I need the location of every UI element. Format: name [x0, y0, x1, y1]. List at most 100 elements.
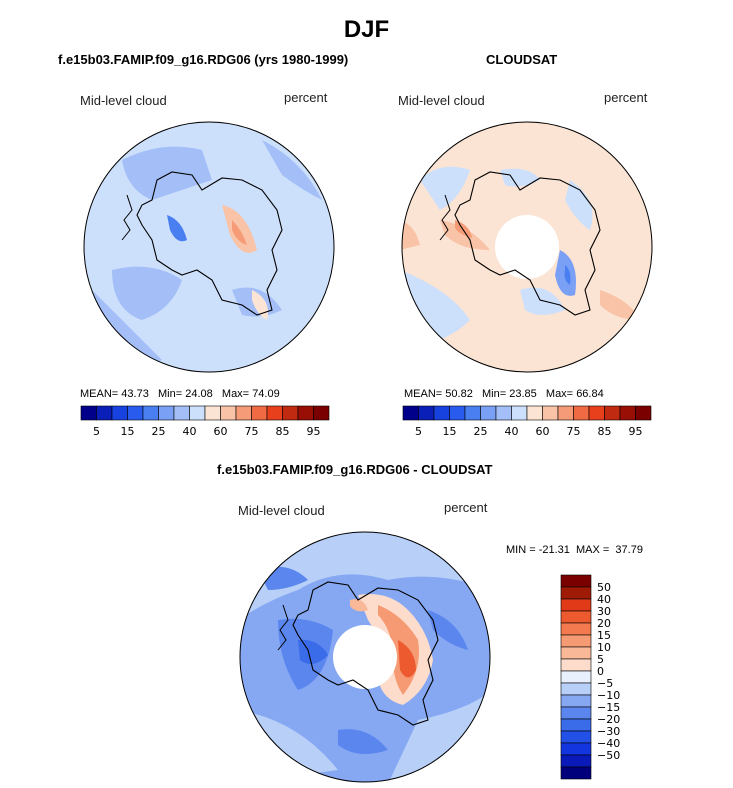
- panel1-map-border: [83, 121, 335, 373]
- colorbar-tick-label: 30: [597, 605, 611, 618]
- antarctica-coastline: [292, 581, 439, 726]
- colorbar-swatch: [220, 405, 237, 421]
- panel1-variable-label: Mid-level cloud: [80, 93, 167, 108]
- colorbar-tick-label: 25: [474, 425, 488, 438]
- panel3-map: [239, 531, 491, 783]
- panel3-title: f.e15b03.FAMIP.f09_g16.RDG06 - CLOUDSAT: [217, 462, 493, 477]
- panel2-map: [401, 121, 653, 373]
- stat-mean-value: 43.73: [121, 388, 149, 400]
- panel1-map: [83, 121, 335, 373]
- stat-min-label: Min=: [157, 388, 183, 400]
- panel2-stats: MEAN= 50.82 Min= 23.85 Max= 66.84: [404, 388, 604, 400]
- panel1-low-cloud-region: [262, 140, 322, 200]
- colorbar-tick-label: 50: [597, 581, 611, 594]
- colorbar-tick-label: −30: [597, 725, 620, 738]
- colorbar-tick-label: 15: [597, 629, 611, 642]
- colorbar-swatch: [251, 405, 268, 421]
- panel1-colorbar: 5 15 25 40 60 75 85 95: [80, 405, 330, 438]
- colorbar-swatch: [127, 405, 144, 421]
- stat-max-value: 74.09: [252, 388, 280, 400]
- colorbar-swatch: [635, 405, 652, 421]
- panel3-pos-region: [350, 599, 368, 612]
- colorbar-tick-label: 85: [276, 425, 290, 438]
- colorbar-swatch: [464, 405, 481, 421]
- panel1-stats: MEAN= 43.73 Min= 24.08 Max= 74.09: [80, 388, 280, 400]
- antarctica-coastline: [454, 171, 601, 316]
- colorbar-swatch: [282, 405, 299, 421]
- panel1-max-region: [232, 220, 247, 245]
- colorbar-tick-label: 75: [567, 425, 581, 438]
- colorbar-swatch: [560, 754, 592, 768]
- colorbar-tick-label: −20: [597, 713, 620, 726]
- panel3-units-label: percent: [444, 500, 488, 515]
- colorbar-tick-label: 85: [598, 425, 612, 438]
- colorbar-tick-label: 75: [245, 425, 259, 438]
- colorbar-swatch: [560, 694, 592, 708]
- colorbar-swatch: [402, 405, 419, 421]
- panel3-variable-label: Mid-level cloud: [238, 503, 325, 518]
- stat-max-value: 66.84: [576, 388, 604, 400]
- colorbar-tick-label: −50: [597, 749, 620, 762]
- colorbar-swatch: [560, 574, 592, 588]
- colorbar-swatch: [158, 405, 175, 421]
- colorbar-swatch: [573, 405, 590, 421]
- peninsula-coastline: [439, 194, 451, 241]
- colorbar-tick-label: 5: [93, 425, 100, 438]
- stat-mean-label: MEAN=: [80, 388, 119, 400]
- panel1-low-cloud-region: [112, 266, 182, 320]
- colorbar-swatch: [604, 405, 621, 421]
- colorbar-swatch: [189, 405, 206, 421]
- colorbar-swatch: [511, 405, 528, 421]
- colorbar-swatch: [173, 405, 190, 421]
- colorbar-swatch: [266, 405, 283, 421]
- colorbar-swatch: [557, 405, 574, 421]
- colorbar-tick-label: 60: [536, 425, 550, 438]
- panel3-max-region: [398, 640, 416, 678]
- colorbar-swatch: [433, 405, 450, 421]
- colorbar-tick-label: 40: [597, 593, 611, 606]
- colorbar-tick-label: 15: [443, 425, 457, 438]
- panel3-neg-region: [240, 532, 490, 620]
- panel1-low-cloud-region: [122, 146, 212, 200]
- panel1-high-cloud-region: [84, 190, 89, 208]
- panel2-missing-data-pole: [495, 215, 559, 279]
- colorbar-swatch: [418, 405, 435, 421]
- colorbar-tick-label: 60: [214, 425, 228, 438]
- colorbar-tick-label: 95: [629, 425, 643, 438]
- stat-min-value: 24.08: [185, 388, 213, 400]
- panel3-missing-data-pole: [333, 625, 397, 689]
- colorbar-tick-label: 20: [597, 617, 611, 630]
- antarctica-coastline: [136, 171, 283, 316]
- colorbar-tick-label: −5: [597, 677, 613, 690]
- colorbar-swatch: [542, 405, 559, 421]
- panel1-high-cloud-region: [222, 205, 257, 253]
- stat-max-label: Max=: [221, 388, 250, 400]
- panel2-high-cloud-region: [600, 290, 640, 320]
- colorbar-swatch: [560, 730, 592, 744]
- colorbar-swatch: [526, 405, 543, 421]
- panel2-low-cloud-region: [520, 287, 565, 315]
- colorbar-tick-label: −40: [597, 737, 620, 750]
- colorbar-swatch: [142, 405, 159, 421]
- colorbar-swatch: [560, 670, 592, 684]
- colorbar-tick-label: 15: [121, 425, 135, 438]
- colorbar-swatch: [96, 405, 113, 421]
- colorbar-swatch: [449, 405, 466, 421]
- colorbar-tick-label: 25: [152, 425, 166, 438]
- colorbar-swatch: [619, 405, 636, 421]
- colorbar-tick-label: 5: [415, 425, 422, 438]
- stat-min-value: 23.85: [509, 388, 537, 400]
- panel2-high-cloud-region: [402, 220, 420, 250]
- colorbar-swatch: [480, 405, 497, 421]
- colorbar-tick-label: 5: [597, 653, 604, 666]
- colorbar-swatch: [111, 405, 128, 421]
- colorbar-swatch: [560, 706, 592, 720]
- colorbar-swatch: [235, 405, 252, 421]
- panel3-neg-region: [338, 729, 388, 754]
- panel2-variable-label: Mid-level cloud: [398, 93, 485, 108]
- colorbar-tick-label: −15: [597, 701, 620, 714]
- colorbar-swatch: [297, 405, 314, 421]
- colorbar-tick-label: 0: [597, 665, 604, 678]
- panel1-min-region: [167, 215, 187, 242]
